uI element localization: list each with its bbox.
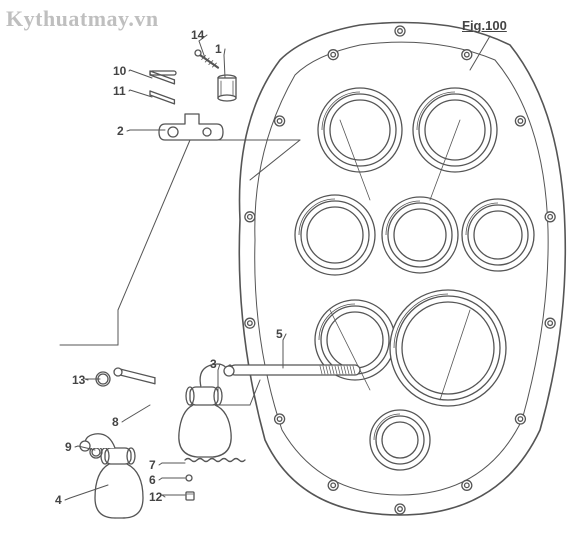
callout-3: 3 [210,357,217,371]
diagram-stage: Kythuatmay.vn Fig.100 123456789101112131… [0,0,579,553]
technical-drawing-svg [0,0,579,553]
callout-13: 13 [72,373,85,387]
callout-1: 1 [215,42,222,56]
callout-6: 6 [149,473,156,487]
figure-reference-link[interactable]: Fig.100 [462,18,507,33]
callout-9: 9 [65,440,72,454]
callout-10: 10 [113,64,126,78]
callout-12: 12 [149,490,162,504]
callout-7: 7 [149,458,156,472]
callout-14: 14 [191,28,204,42]
callout-2: 2 [117,124,124,138]
callout-11: 11 [113,84,126,98]
callout-5: 5 [276,327,283,341]
callout-8: 8 [112,415,119,429]
callout-4: 4 [55,493,62,507]
